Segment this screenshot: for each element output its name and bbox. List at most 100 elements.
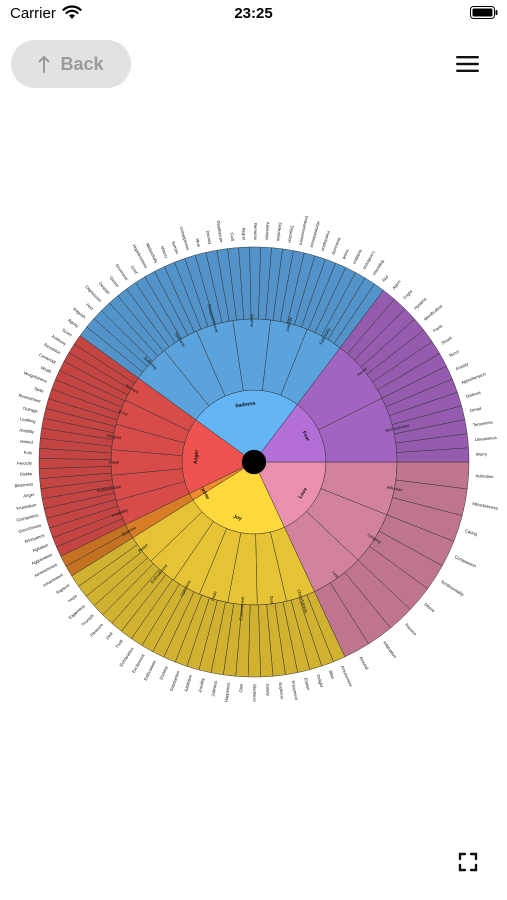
secondary-label-irritability: Irritability xyxy=(111,507,129,518)
tertiary-label-compassion: Compassion xyxy=(454,554,478,569)
tertiary-label-displeasure: Displeasure xyxy=(216,220,224,243)
tertiary-label-glumness: Glumness xyxy=(114,263,129,281)
hamburger-icon[interactable] xyxy=(452,50,484,78)
tertiary-label-panic: Panic xyxy=(432,323,443,333)
tertiary-label-hostility: Hostility xyxy=(19,427,35,434)
tertiary-label-happiness: Happiness xyxy=(224,682,231,702)
tertiary-label-jealousy: Jealousy xyxy=(50,333,67,346)
tertiary-label-annoyance: Annoyance xyxy=(24,532,46,544)
tertiary-label-ferocity: Ferocity xyxy=(17,461,33,466)
tertiary-label-fury: Fury xyxy=(24,450,33,455)
expand-icon[interactable] xyxy=(454,848,482,876)
tertiary-label-gaiety: Gaiety xyxy=(265,683,271,696)
tertiary-label-bitterness: Bitterness xyxy=(14,481,33,488)
tertiary-label-mortification: Mortification xyxy=(423,303,444,322)
battery-icon xyxy=(470,6,498,19)
tertiary-label-anxiety: Anxiety xyxy=(455,361,470,372)
tertiary-label-glee: Glee xyxy=(238,683,244,693)
secondary-label-envy: Envy xyxy=(118,409,129,417)
status-bar: Carrier 23:25 xyxy=(0,0,507,30)
tertiary-label-arousal: Arousal xyxy=(358,656,369,671)
tertiary-label-attractiveness: Attractiveness xyxy=(472,501,499,511)
secondary-label-relief: Relief xyxy=(137,542,149,553)
secondary-label-pride: Pride xyxy=(210,590,218,601)
tertiary-label-isolation: Isolation xyxy=(352,249,364,266)
core-label-sadness: Sadness xyxy=(235,400,256,409)
tertiary-label-misery: Misery xyxy=(160,245,170,259)
secondary-label-horror: Horror xyxy=(356,365,369,377)
secondary-label-neglect: Neglect xyxy=(285,317,294,333)
secondary-label-nervousness: Nervousness xyxy=(385,423,410,433)
tertiary-label-revulsion: Revulsion xyxy=(43,342,62,356)
core-label-love: Love xyxy=(298,487,309,500)
tertiary-label-remorse: Remorse xyxy=(253,223,258,241)
tertiary-label-rejection: Rejection xyxy=(371,259,385,277)
tertiary-label-triumph: Triumph xyxy=(80,613,95,628)
secondary-label-rage: Rage xyxy=(109,459,120,464)
tertiary-label-grumpiness: Grumpiness xyxy=(16,512,39,522)
tertiary-label-anger: Anger xyxy=(23,492,35,499)
tertiary-label-terror: Terror xyxy=(448,348,461,358)
tertiary-label-distress: Distress xyxy=(465,390,481,399)
tertiary-label-worry: Worry xyxy=(476,451,488,456)
tertiary-label-wrath: Wrath xyxy=(40,365,53,374)
tertiary-label-thrill: Thrill xyxy=(114,639,123,649)
tertiary-label-frustration: Frustration xyxy=(16,502,37,511)
tertiary-label-gloom: Gloom xyxy=(109,275,121,288)
tertiary-label-agitation: Agitation xyxy=(32,542,50,553)
tertiary-label-scorn: Scorn xyxy=(61,327,73,338)
tertiary-label-adoration: Adoration xyxy=(475,473,494,479)
clock: 23:25 xyxy=(234,5,273,22)
tertiary-label-agony: Agony xyxy=(67,317,80,329)
tertiary-label-delight: Delight xyxy=(316,674,325,689)
back-button[interactable]: Back xyxy=(11,40,131,88)
tertiary-label-satisfaction: Satisfaction xyxy=(169,669,181,692)
tertiary-label-excitement: Excitement xyxy=(131,653,146,674)
tertiary-label-insult: Insult xyxy=(341,249,350,261)
tertiary-label-hope: Hope xyxy=(67,593,79,603)
tertiary-label-dismay: Dismay xyxy=(205,230,213,246)
wifi-icon xyxy=(62,5,82,19)
tertiary-label-zeal: Zeal xyxy=(105,631,114,641)
tertiary-label-homesickness: Homesickness xyxy=(309,221,321,249)
tertiary-label-joviality: Joviality xyxy=(197,677,205,694)
tertiary-label-sentimentality: Sentimentality xyxy=(440,579,466,598)
secondary-label-contentment: Contentment xyxy=(238,596,245,621)
tertiary-label-grief: Grief xyxy=(130,264,139,275)
tertiary-label-alarm: Alarm xyxy=(391,278,402,290)
tertiary-label-fright: Fright xyxy=(402,288,413,300)
tertiary-label-vengefulness: Vengefulness xyxy=(23,370,48,384)
tertiary-label-regret: Regret xyxy=(241,228,247,242)
tertiary-label-humiliation: Humiliation xyxy=(320,230,331,252)
secondary-label-zest: Zest xyxy=(269,596,275,606)
tertiary-label-shock: Shock xyxy=(440,335,453,346)
tertiary-label-desire: Desire xyxy=(423,602,436,614)
tertiary-label-anguish: Anguish xyxy=(72,306,87,320)
secondary-label-lust: Lust xyxy=(331,570,340,580)
tertiary-label-infatuation: Infatuation xyxy=(382,640,398,659)
core-label-fear: Fear xyxy=(301,430,311,442)
tertiary-label-contempt: Contempt xyxy=(38,352,57,365)
carrier-label: Carrier xyxy=(10,5,56,22)
tertiary-label-caring: Caring xyxy=(464,528,478,537)
tertiary-label-defeatism: Defeatism xyxy=(276,222,283,242)
tertiary-label-insecurity: Insecurity xyxy=(331,237,342,256)
tertiary-label-depression: Depression xyxy=(84,284,103,303)
tertiary-label-woe: Woe xyxy=(195,238,202,248)
tertiary-label-hysteria: Hysteria xyxy=(413,296,428,311)
tertiary-label-guilt: Guilt xyxy=(230,232,236,242)
tertiary-label-ecstasy: Ecstasy xyxy=(158,664,169,680)
tertiary-label-jolliness: Jolliness xyxy=(210,680,218,697)
tertiary-label-sorrow: Sorrow xyxy=(171,240,181,255)
tertiary-label-gladness: Gladness xyxy=(252,684,257,702)
tertiary-label-uneasiness: Uneasiness xyxy=(475,435,497,442)
center-dot xyxy=(242,450,266,474)
up-arrow-icon xyxy=(38,56,50,73)
secondary-label-affection: Affection xyxy=(386,485,404,493)
tertiary-label-embarrassment: Embarrassment xyxy=(298,216,309,247)
secondary-label-exasperation: Exasperation xyxy=(97,484,123,493)
tertiary-label-melancholy: Melancholy xyxy=(145,242,159,264)
secondary-label-disgust: Disgust xyxy=(107,433,122,441)
tertiary-slice-worry xyxy=(396,447,470,463)
tertiary-label-hurt: Hurt xyxy=(85,302,95,312)
